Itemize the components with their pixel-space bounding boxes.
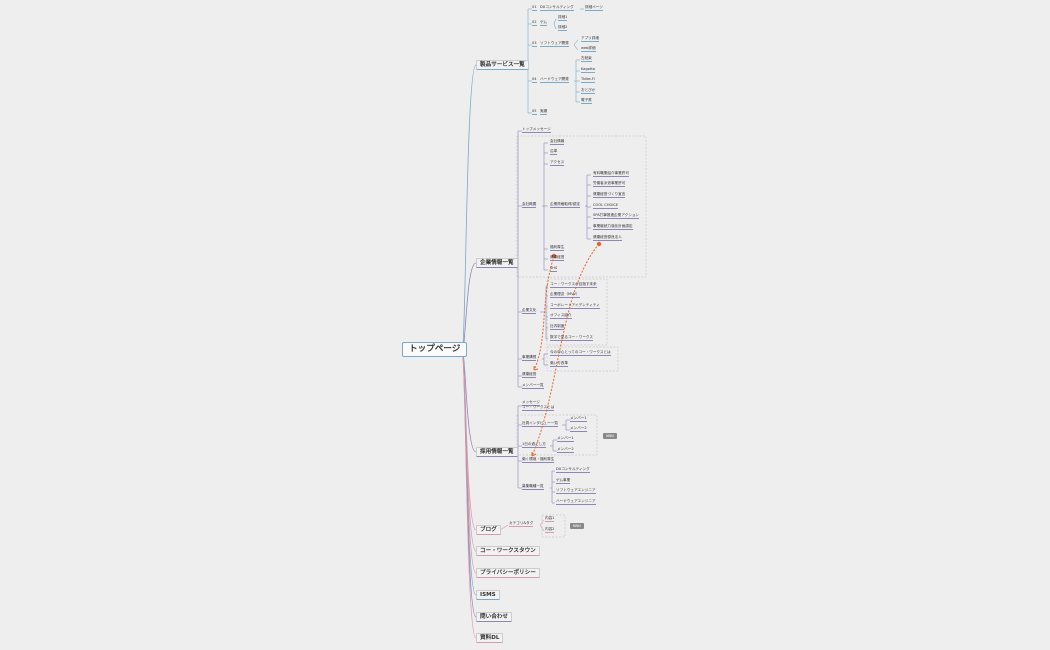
product-4-item-1[interactable]: 古紙束 [581, 56, 592, 62]
cert-item-5[interactable]: SPA打撃推進企業アクション [593, 213, 640, 219]
overview-item-2[interactable]: 沿革 [550, 149, 558, 155]
product-4-item-5[interactable]: 電子書 [581, 98, 592, 104]
product-2[interactable]: ゲム [540, 20, 548, 26]
culture-node[interactable]: 企業文化 [522, 308, 537, 314]
recruit-message2-node[interactable]: コー・ワークスとは [522, 405, 555, 411]
jobs-node[interactable]: 募集職種一覧 [522, 484, 544, 490]
product-1[interactable]: DXコンサルティング [540, 5, 574, 11]
culture-item-6[interactable]: 数字で見るコー・ワークス [550, 335, 594, 341]
overview-item-1[interactable]: 会社情報 [550, 139, 565, 145]
cert-item-3[interactable]: 健康経営づくり宣言 [593, 192, 626, 198]
company-info-node[interactable]: 企業情報一覧 [476, 258, 518, 268]
cert-item-7[interactable]: 健康経営優良法人 [593, 235, 622, 241]
interview-node[interactable]: 社員インタビュー一覧 [522, 421, 558, 427]
welfare-item-1[interactable]: 福利厚生 [550, 245, 565, 251]
product-1-detail[interactable]: 詳細ページ [585, 5, 603, 11]
overview-frame [516, 135, 647, 278]
blog-badge: NNN [570, 523, 584, 529]
product-num-5[interactable]: 05 [532, 109, 537, 115]
isms-node[interactable]: ISMS [476, 590, 500, 600]
vision-item-1[interactable]: 今の中心とってのコー・ワークスとは [550, 350, 611, 356]
job-item-2[interactable]: ゲム事業 [556, 478, 571, 484]
product-4-item-3[interactable]: Tbike-Fi [581, 77, 595, 83]
product-num-3[interactable]: 03 [532, 41, 537, 47]
cert-item-2[interactable]: 労働者派遣事業許可 [593, 181, 626, 187]
connector-line [553, 23, 557, 30]
overview-node[interactable]: 会社概要 [522, 202, 537, 208]
culture-item-5[interactable]: 社内制度 [550, 324, 565, 330]
blog-node[interactable]: ブログ [476, 525, 501, 535]
product-2-detail-2[interactable]: 詳細2 [558, 25, 568, 31]
contact-node[interactable]: 問い合わせ [476, 612, 512, 622]
interview-member-1[interactable]: メンバー1 [570, 416, 587, 422]
vision-frame [546, 346, 619, 372]
product-3-app[interactable]: アプリ詳細 [581, 36, 599, 42]
product-num-4[interactable]: 04 [532, 77, 537, 83]
cert-item-1[interactable]: 有料職業紹介事業許可 [593, 171, 629, 177]
culture-item-3[interactable]: コーポレートアイデンティティ [550, 303, 600, 309]
job-item-4[interactable]: ハードウェアエンジニア [556, 499, 596, 505]
health-node[interactable]: 健康経営 [522, 372, 537, 378]
vision-node[interactable]: 事業構想 [522, 355, 537, 361]
interview-frame [516, 414, 598, 456]
connector-line [499, 524, 509, 531]
vision-item-2[interactable]: 働い方改革 [550, 361, 568, 367]
connector-line [573, 44, 579, 51]
cert-item-4[interactable]: COOL CHOICE [593, 203, 619, 209]
product-4[interactable]: ハードウェア開発 [540, 77, 569, 83]
overview-item-3[interactable]: アクセス [550, 160, 565, 166]
recruit-message-node[interactable]: メッセージ [522, 400, 540, 406]
top-message-node[interactable]: トップメッセージ [522, 127, 551, 133]
day-node[interactable]: 1日の過ごし方 [522, 442, 546, 448]
members-node[interactable]: メンバー一覧 [522, 383, 544, 389]
cert-parent-node[interactable]: 企業資格取得/認定 [550, 202, 580, 208]
product-num-1[interactable]: 01 [532, 5, 537, 11]
product-4-item-4[interactable]: おとぴか [581, 88, 596, 94]
recruit-badge: NNN [603, 433, 617, 439]
download-node[interactable]: 資料DL [476, 633, 504, 643]
product-3[interactable]: ソフトウェア開発 [540, 41, 569, 47]
day-member-2[interactable]: メンバー2 [557, 447, 574, 453]
connector-line [573, 39, 579, 46]
job-item-1[interactable]: DXコンサルティング [556, 467, 590, 473]
relation-arrow-1 [533, 255, 555, 371]
cert-item-6[interactable]: 事業継続力強化計画認定 [593, 224, 633, 230]
blog-item-1[interactable]: 内容1 [545, 516, 555, 522]
culture-item-1[interactable]: コー・ワークスが目指す未来 [550, 282, 597, 288]
root-node[interactable]: トップページ [402, 342, 468, 357]
town-node[interactable]: コー・ワークスタウン [476, 546, 540, 556]
welfare-item-2[interactable]: 健康経営 [550, 255, 565, 261]
culture-item-2[interactable]: 企業理念（MVV） [550, 292, 580, 298]
interview-member-2[interactable]: メンバー2 [570, 426, 587, 432]
relation-arrow-2 [531, 243, 600, 457]
category-node[interactable]: カテゴリ&タグ [509, 521, 534, 527]
product-list-node[interactable]: 製品サービス一覧 [476, 60, 529, 70]
blog-items-frame [541, 514, 566, 538]
product-4-item-2[interactable]: Kagotta [581, 67, 595, 73]
blog-item-2[interactable]: 内容2 [545, 527, 555, 533]
product-5[interactable]: 実績 [540, 109, 548, 115]
product-2-detail-1[interactable]: 詳細1 [558, 15, 568, 21]
root-branch [461, 350, 477, 453]
connector-line [553, 18, 557, 25]
privacy-node[interactable]: プライバシーポリシー [476, 568, 540, 578]
root-branch [461, 350, 477, 639]
product-3-web[interactable]: web詳細 [581, 46, 596, 52]
welfare-item-3[interactable]: SHS [550, 266, 558, 272]
recruit-info-node[interactable]: 採用情報一覧 [476, 447, 518, 457]
culture-frame [546, 278, 608, 346]
root-branch [461, 64, 477, 352]
relation-arrowhead-1 [533, 366, 539, 371]
relation-arrowhead-2 [531, 452, 537, 457]
work-env-node[interactable]: 働く環境・福利厚生 [522, 457, 555, 463]
day-member-1[interactable]: メンバー1 [557, 436, 574, 442]
culture-item-4[interactable]: オフィス紹介 [550, 313, 572, 319]
product-num-2[interactable]: 02 [532, 20, 537, 26]
job-item-3[interactable]: ソフトウェアエンジニア [556, 488, 596, 494]
